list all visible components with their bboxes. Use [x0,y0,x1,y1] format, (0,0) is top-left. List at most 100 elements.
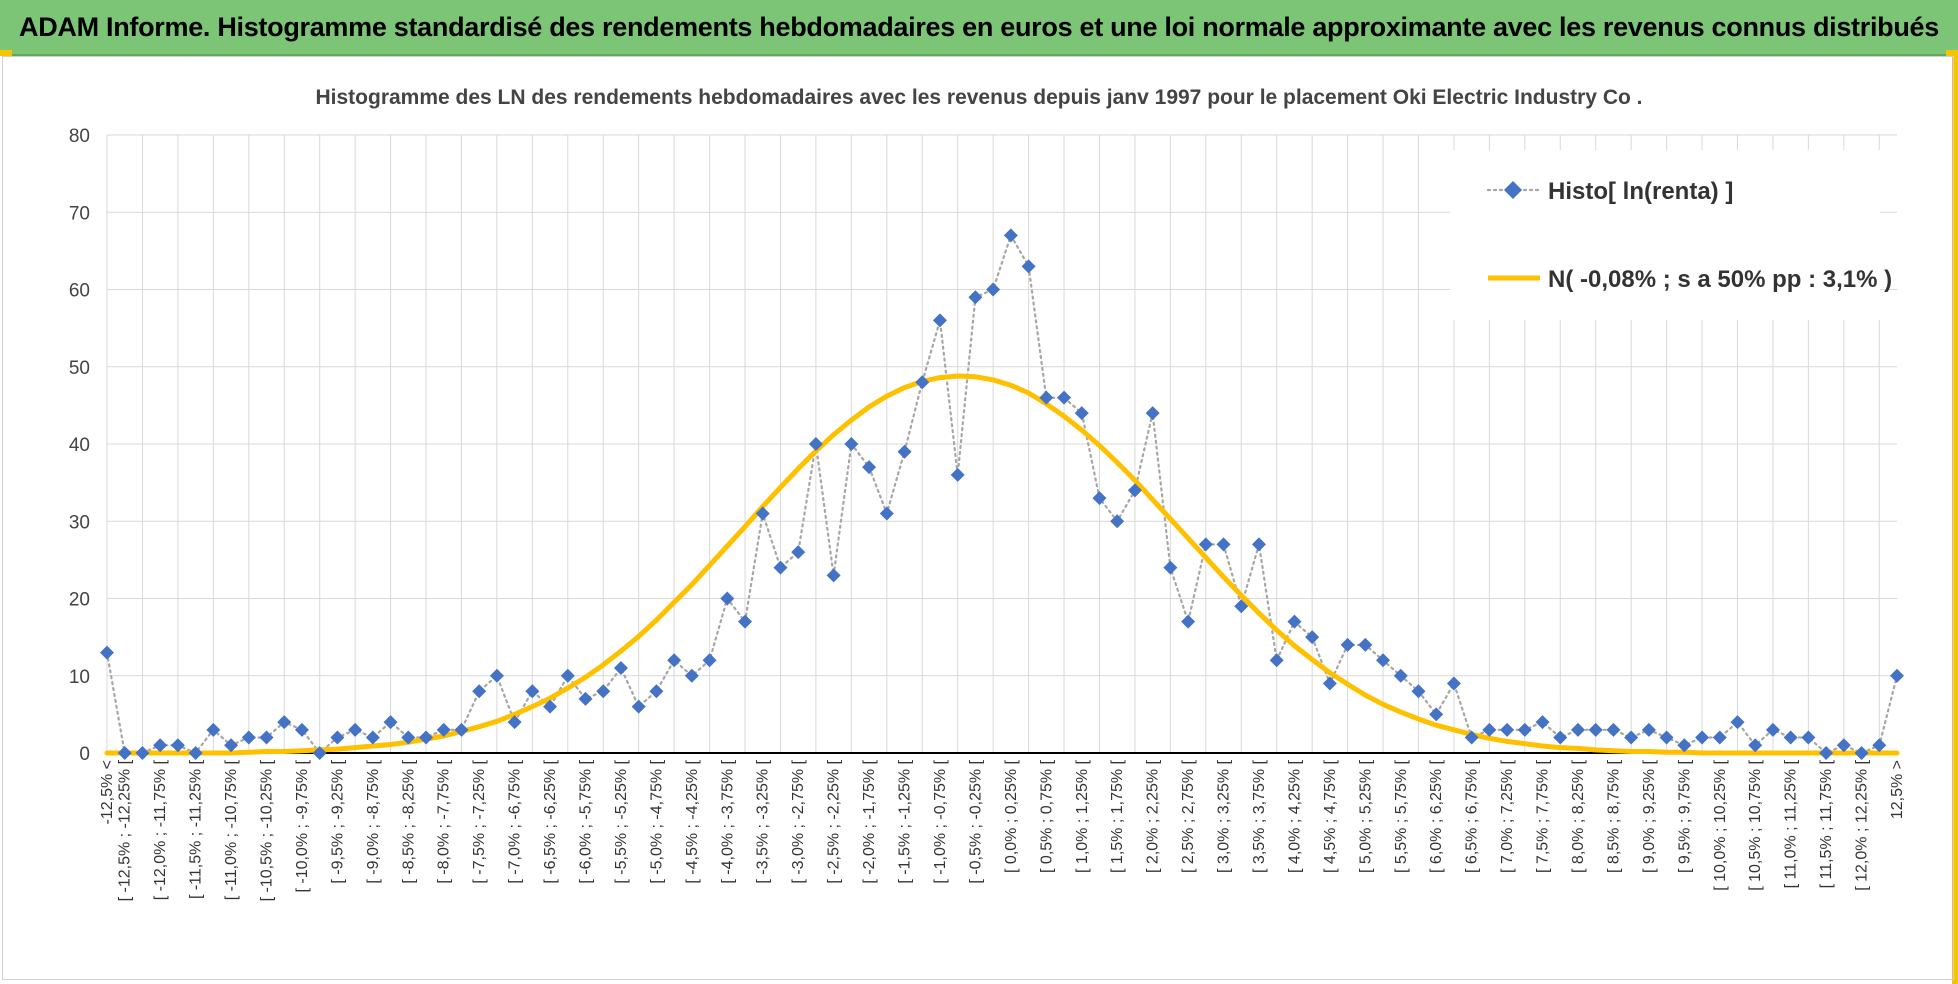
x-tick-label: [ -12,0% ; -11,75% [ [152,759,169,900]
y-tick-label: 70 [69,203,90,224]
histogram-point-marker [879,506,894,521]
x-tick-label: [ -12,5% ; -12,25% [ [117,759,134,901]
histogram-point-marker [1269,653,1284,668]
x-tick-label: [ -10,0% ; -9,75% [ [294,759,311,892]
histogram-point-marker [1641,722,1656,737]
histogram-point-marker [188,746,203,760]
histogram-point-marker [950,467,965,482]
histogram-point-marker [1039,390,1054,405]
chart-legend: Histo[ ln(renta) ] N( -0,08% ; s a 50% pp… [1450,150,1892,320]
x-tick-label: [ -1,5% ; -1,25% [ [897,759,914,883]
x-tick-label: [ 12,0% ; 12,25% [ [1854,759,1871,890]
x-tick-label: [ -2,0% ; -1,75% [ [861,759,878,883]
histogram-point-marker [1890,668,1904,683]
corner-accent-right-edge [1952,56,1958,984]
histogram-point-marker [383,715,398,730]
histogram-point-marker [507,715,522,730]
x-tick-label: [ -1,0% ; -0,75% [ [932,759,949,883]
histogram-point-marker [277,715,292,730]
x-tick-label: [ -5,0% ; -4,75% [ [648,759,665,883]
y-tick-label: 20 [69,590,90,611]
x-tick-label: [ -3,5% ; -3,25% [ [755,759,772,883]
x-tick-label: [ -5,5% ; -5,25% [ [613,759,630,883]
x-tick-label: [ -6,0% ; -5,75% [ [578,759,595,883]
y-tick-label: 50 [69,358,90,379]
normal-curve-line [104,373,1900,756]
histogram-point-marker [1819,746,1834,760]
histogram-point-marker [1057,390,1072,405]
histogram-point-marker [294,722,309,737]
histogram-point-marker [472,684,487,699]
y-axis-ticks: 0 10 20 30 40 50 60 70 80 [69,126,90,765]
chart-grid [106,134,1897,754]
histogram-point-marker [1145,406,1160,421]
legend-background [1450,150,1880,320]
x-tick-label: [ -2,5% ; -2,25% [ [826,759,843,883]
x-tick-label: [ 3,5% ; 3,75% [ [1251,759,1268,873]
histogram-point-marker [1003,228,1018,243]
x-tick-label: [ 6,5% ; 6,75% [ [1464,759,1481,873]
histogram-point-marker [649,684,664,699]
histogram-point-marker [1588,722,1603,737]
histogram-point-marker [401,730,416,745]
histogram-point-marker [1181,614,1196,629]
histogram-point-marker [1376,653,1391,668]
histogram-point-marker [1464,730,1479,745]
x-tick-label: [ 9,0% ; 9,25% [ [1641,759,1658,873]
histogram-point-marker [1198,537,1213,552]
histogram-point-marker [1500,722,1515,737]
histogram-point-marker [330,730,345,745]
histogram-point-marker [560,668,575,683]
histogram-point-marker [1783,730,1798,745]
y-tick-label: 40 [69,435,90,456]
histogram-point-marker [1287,614,1302,629]
legend-normal-label: N( -0,08% ; s a 50% pp : 3,1% ) [1548,266,1892,293]
x-tick-label: [ 5,0% ; 5,25% [ [1357,759,1374,873]
histogram-point-marker [1092,491,1107,506]
report-banner: ADAM Informe. Histogramme standardisé de… [0,0,1958,56]
x-tick-label: [ 3,0% ; 3,25% [ [1216,759,1233,873]
x-tick-label: [ 11,0% ; 11,25% [ [1783,759,1800,888]
histogram-point-marker [1234,599,1249,614]
histogram-point-marker [738,614,753,629]
x-tick-label: [ 8,5% ; 8,75% [ [1605,759,1622,873]
x-tick-label: -12,5% < [99,760,116,824]
y-tick-label: 10 [69,667,90,688]
histogram-point-marker [1553,730,1568,745]
histogram-point-marker [702,653,717,668]
histogram-point-marker [259,730,274,745]
x-tick-label: [ 8,0% ; 8,25% [ [1570,759,1587,873]
series-layer [100,228,1904,760]
x-tick-label: [ 2,5% ; 2,75% [ [1180,759,1197,873]
x-tick-label: [ 7,0% ; 7,25% [ [1499,759,1516,873]
histogram-point-marker [1695,730,1710,745]
histogram-point-marker [826,568,841,583]
x-tick-label: [ -10,5% ; -10,25% [ [259,759,276,901]
histogram-point-marker [596,684,611,699]
x-tick-label: [ -8,0% ; -7,75% [ [436,759,453,883]
histogram-point-marker [454,722,469,737]
report-title: ADAM Informe. Histogramme standardisé de… [19,11,1939,42]
histogram-point-marker [312,746,327,760]
x-tick-label: [ -0,5% ; -0,25% [ [967,759,984,883]
histogram-point-marker [436,722,451,737]
histogram-point-marker [419,730,434,745]
histogram-point-marker [1765,722,1780,737]
x-tick-label: [ -11,5% ; -11,25% [ [188,759,205,899]
x-tick-label: [ -11,0% ; -10,75% [ [223,759,240,900]
histogram-point-marker [1570,722,1585,737]
histogram-point-marker [543,699,558,714]
histogram-point-marker [1517,722,1532,737]
x-tick-label: [ 1,5% ; 1,75% [ [1109,759,1126,873]
chart-frame [2,56,1954,980]
histogram-point-marker [773,560,788,575]
histogram-point-marker [1712,730,1727,745]
histogram-point-marker [915,375,930,390]
x-tick-label: [ -7,5% ; -7,25% [ [471,759,488,883]
histogram-point-marker [808,437,823,451]
x-tick-label: [ 0,0% ; 0,25% [ [1003,759,1020,873]
x-axis-ticks: -12,5% <[ -12,5% ; -12,25% [ [ -12,0% ; -… [99,759,1906,901]
histogram-point-marker [1322,676,1337,691]
histogram-point-marker [578,691,593,706]
